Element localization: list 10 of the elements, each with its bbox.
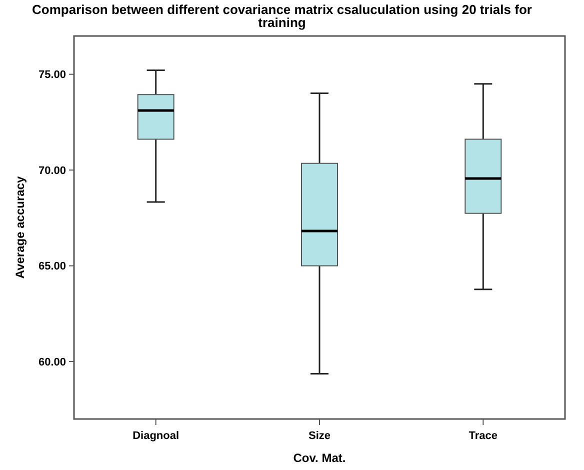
y-tick-label: 70.00 (38, 164, 66, 177)
x-axis-title: Cov. Mat. (293, 451, 346, 465)
x-tick-label: Trace (468, 430, 498, 442)
y-tick-label: 75.00 (38, 69, 66, 82)
x-tick-label: Size (308, 430, 331, 442)
y-tick-label: 65.00 (38, 260, 66, 273)
y-axis-title: Average accuracy (13, 176, 27, 279)
x-tick-label: Diagnoal (132, 430, 180, 442)
chart-title: Comparison between different covariance matrix csaluculation using 20 trials for training (32, 2, 532, 30)
y-tick-label: 60.00 (38, 356, 66, 368)
